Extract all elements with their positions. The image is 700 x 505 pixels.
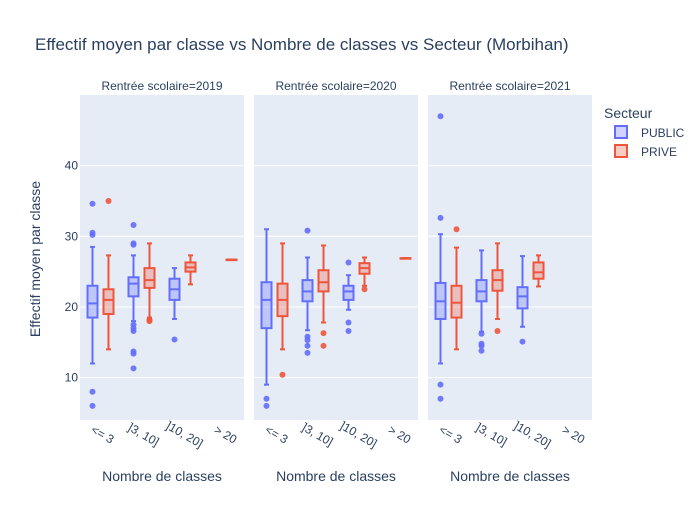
outlier-point[interactable] [263,395,270,402]
box-public[interactable] [260,228,273,409]
outlier-point[interactable] [130,222,137,228]
box-prive[interactable] [317,244,330,349]
outlier-point[interactable] [146,318,153,325]
facet-title: Rentrée scolaire=2019 [101,79,222,93]
y-tick-label: 20 [65,300,79,314]
box-prive[interactable] [225,258,238,262]
box-prive[interactable] [532,254,545,288]
outlier-point[interactable] [345,259,352,266]
box-public[interactable] [434,113,447,402]
box-body [342,284,355,301]
outlier-point[interactable] [130,350,137,357]
y-tick-label: 30 [65,229,79,243]
plot-area [428,95,592,420]
box-prive[interactable] [102,197,115,351]
outlier-point[interactable] [171,336,178,343]
legend-label-public: PUBLIC [641,126,685,140]
x-axis-label: Nombre de classes [450,468,570,484]
facet-panel: Rentrée scolaire=2021<= 3]3, 10]]10, 20]… [428,79,592,484]
box-prive[interactable] [450,226,463,351]
plot-area [254,95,418,420]
outlier-point[interactable] [304,227,311,234]
box-prive[interactable] [184,254,197,286]
plot-area [80,95,244,420]
facet-title: Rentrée scolaire=2020 [275,79,396,93]
outlier-point[interactable] [89,402,96,409]
box-prive[interactable] [143,242,156,325]
x-axis-label: Nombre de classes [276,468,396,484]
chart-title: Effectif moyen par classe vs Nombre de c… [35,35,569,54]
outlier-point[interactable] [437,113,444,120]
outlier-point[interactable] [437,214,444,221]
box-body [143,267,156,289]
y-tick-label: 40 [65,159,79,173]
outlier-point[interactable] [89,388,96,395]
box-public[interactable] [86,200,99,409]
outlier-point[interactable] [304,342,311,349]
box-body [86,284,99,319]
outlier-point[interactable] [130,365,137,372]
outlier-point[interactable] [130,327,137,334]
box-public[interactable] [475,249,488,354]
outlier-point[interactable] [263,402,270,409]
facet-panel: Rentrée scolaire=2019<= 3]3, 10]]10, 20]… [80,79,244,484]
legend-label-prive: PRIVE [641,145,677,159]
outlier-point[interactable] [304,349,311,356]
box-public[interactable] [168,267,181,343]
legend-item-prive[interactable]: PRIVE [614,144,677,159]
box-body [317,269,330,293]
outlier-point[interactable] [320,342,327,349]
outlier-point[interactable] [89,200,96,207]
box-prive[interactable] [358,256,371,293]
outlier-point[interactable] [494,327,501,334]
legend-title: Secteur [604,105,653,121]
outlier-point[interactable] [478,342,485,349]
outlier-point[interactable] [345,327,352,334]
box-public[interactable] [516,255,529,345]
outlier-point[interactable] [361,286,368,293]
x-axis-label: Nombre de classes [102,468,222,484]
box-prive[interactable] [491,242,504,334]
outlier-point[interactable] [519,338,526,345]
outlier-point[interactable] [130,241,137,248]
facet-title: Rentrée scolaire=2021 [449,79,570,93]
outlier-point[interactable] [345,319,352,326]
box-body [450,284,463,319]
outlier-point[interactable] [105,197,112,204]
box-body [532,261,545,280]
legend[interactable]: Secteur PUBLIC PRIVE [604,105,685,159]
outlier-point[interactable] [437,395,444,402]
box-body [102,288,115,316]
box-body [516,286,529,310]
box-body [127,276,140,298]
outlier-point[interactable] [478,330,485,337]
outlier-point[interactable] [279,371,286,378]
box-prive[interactable] [399,257,412,260]
outlier-point[interactable] [478,347,485,354]
legend-item-public[interactable]: PUBLIC [614,125,685,140]
box-body [260,281,273,330]
outlier-point[interactable] [453,226,460,233]
box-public[interactable] [127,222,140,372]
box-prive[interactable] [276,242,289,378]
box-public[interactable] [301,227,314,356]
outlier-point[interactable] [304,337,311,344]
legend-swatch-prive [614,144,628,158]
outlier-point[interactable] [89,231,96,238]
y-axis-label: Effectif moyen par classe [27,181,43,337]
legend-swatch-public [614,125,628,139]
box-public[interactable] [342,259,355,334]
outlier-point[interactable] [437,381,444,388]
outlier-point[interactable] [320,330,327,337]
y-tick-label: 10 [65,371,79,385]
